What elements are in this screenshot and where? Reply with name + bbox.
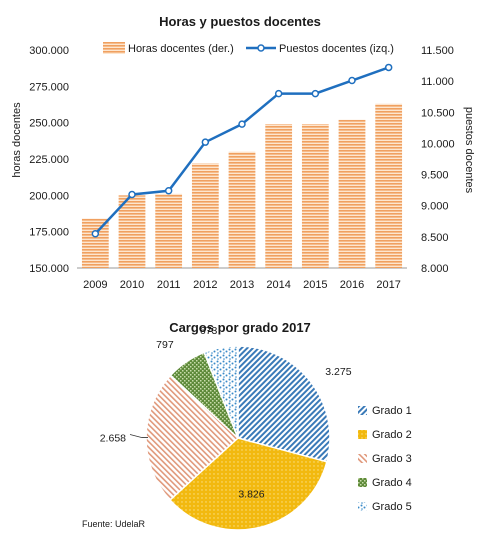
source-note: Fuente: UdelaR [82, 519, 146, 529]
chart2-legend: Grado 1 Grado 2 Grado 3 Grado 4 Grado 5 [358, 405, 412, 513]
point-puestos [238, 120, 246, 128]
point-puestos [128, 190, 136, 199]
x-tick-label: 2011 [157, 279, 181, 291]
y-left-tick-label: 275.000 [29, 81, 69, 93]
y-right-tick-label: 9.000 [421, 201, 449, 213]
bar-horas [375, 103, 403, 268]
legend-swatch [358, 502, 367, 511]
chart1-title: Horas y puestos docentes [159, 14, 321, 29]
legend-label-puestos: Puestos docentes (izq.) [279, 43, 394, 55]
legend-swatch [358, 454, 367, 463]
legend-label: Grado 2 [372, 429, 412, 441]
x-tick-label: 2016 [340, 279, 364, 291]
pie-slice [203, 345, 239, 439]
legend-label: Grado 1 [372, 405, 412, 417]
bar-horas [265, 124, 293, 269]
x-tick-label: 2017 [376, 279, 400, 291]
x-tick-label: 2013 [230, 279, 254, 291]
y-right-tick-label: 11.500 [421, 45, 454, 57]
point-puestos [348, 76, 356, 85]
legend-swatch [358, 478, 367, 487]
chart1-bars [81, 103, 403, 269]
chart1-legend: Horas docentes (der.) Puestos docentes (… [103, 42, 394, 55]
y-right-tick-label: 9.500 [421, 170, 449, 182]
pie-slice [237, 345, 331, 463]
pie-data-label: 797 [156, 339, 174, 351]
x-tick-label: 2015 [303, 279, 327, 291]
point-puestos [201, 138, 210, 146]
bar-horas [338, 119, 366, 268]
legend-swatch [358, 406, 367, 415]
y-right-tick-label: 8.000 [421, 263, 449, 275]
legend-swatch [358, 430, 367, 439]
pie-data-label: 3.275 [325, 366, 351, 378]
x-tick-label: 2014 [266, 279, 290, 291]
chart1-line-series [91, 63, 393, 238]
y-right-tick-label: 10.000 [421, 138, 455, 150]
pie-leader-line [129, 434, 149, 438]
x-tick-label: 2009 [83, 279, 107, 291]
chart2-title: Cargos por grado 2017 [169, 320, 311, 335]
pie-data-label: 3.826 [238, 488, 264, 500]
chart1-ylabel-left: horas docentes [11, 102, 23, 178]
chart1-axes: 150.000 175.000 200.000 225.000 250.000 275.0… [29, 45, 454, 291]
bar-horas [191, 163, 219, 268]
y-right-tick-label: 8.500 [421, 232, 449, 244]
bar-horas [228, 151, 256, 268]
legend-label: Grado 4 [372, 477, 412, 489]
point-puestos [91, 229, 100, 238]
x-tick-label: 2012 [193, 279, 217, 291]
y-right-tick-label: 11.000 [421, 76, 454, 88]
chart2-pie [145, 345, 331, 531]
point-puestos [311, 89, 320, 98]
bar-horas [118, 195, 146, 268]
y-left-tick-label: 250.000 [29, 118, 69, 130]
bar-horas [301, 124, 329, 269]
chart1-ylabel-right: puestos docentes [463, 107, 475, 194]
y-left-tick-label: 150.000 [29, 263, 69, 275]
x-tick-label: 2010 [120, 279, 144, 291]
point-puestos [164, 187, 173, 195]
legend-swatch-horas [103, 42, 125, 54]
y-left-tick-label: 200.000 [29, 190, 69, 202]
y-right-tick-label: 10.500 [421, 107, 455, 119]
pie-data-label: 673 [200, 325, 218, 337]
bar-horas [81, 218, 109, 268]
y-left-tick-label: 225.000 [29, 154, 69, 166]
legend-label: Grado 5 [372, 501, 412, 513]
point-puestos [384, 63, 393, 72]
pie-data-label: 2.658 [100, 432, 126, 444]
y-left-tick-label: 175.000 [29, 227, 69, 239]
legend-label-horas: Horas docentes (der.) [128, 43, 234, 55]
pie-slice [168, 437, 328, 531]
legend-marker-puestos [257, 44, 265, 52]
chart2-labels: 3.275 3.826 2.658 797 673 [100, 325, 352, 500]
bar-horas [155, 193, 183, 268]
legend-label: Grado 3 [372, 453, 412, 465]
y-left-tick-label: 300.000 [29, 45, 69, 57]
point-puestos [274, 89, 283, 98]
